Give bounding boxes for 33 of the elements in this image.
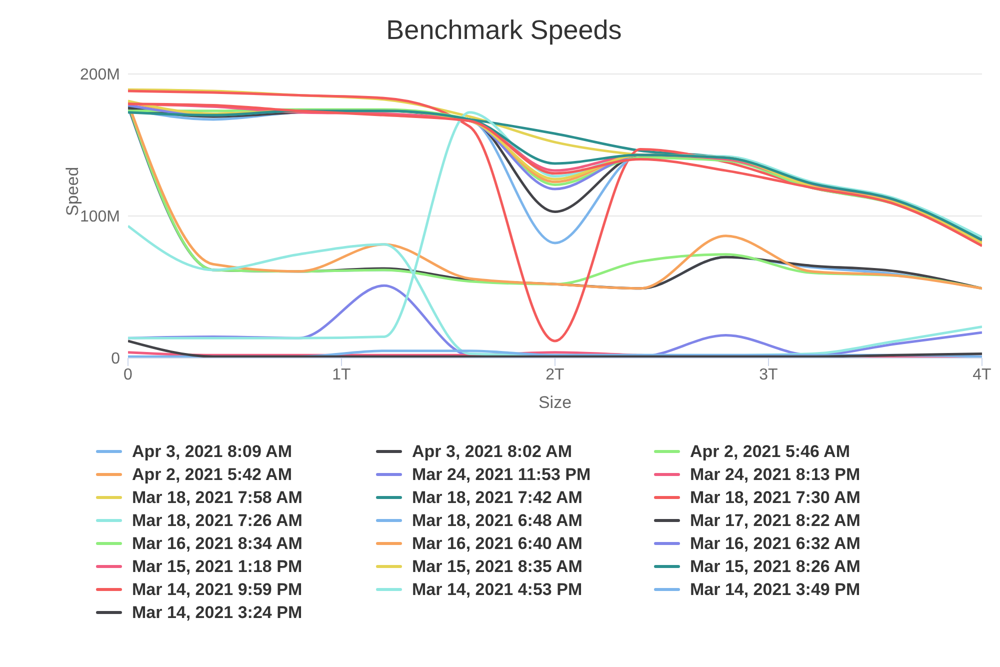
legend-label: Mar 16, 2021 6:40 AM [412,534,582,554]
chart-title: Benchmark Speeds [385,14,623,47]
legend-label: Mar 16, 2021 6:32 AM [690,534,860,554]
y-tick-label: 100M [80,208,120,226]
x-tick-label: 0 [124,366,133,384]
x-tick-label: 2T [546,366,565,384]
legend-label: Mar 14, 2021 3:49 PM [690,580,860,600]
legend-label: Mar 18, 2021 7:30 AM [690,488,860,508]
x-axis-title: Size [538,393,572,412]
legend-label: Mar 18, 2021 7:42 AM [412,488,582,508]
y-tick-label: 200M [80,66,120,84]
legend-label: Mar 15, 2021 8:35 AM [412,556,582,576]
x-tick-label: 1T [332,366,352,384]
legend-label: Mar 16, 2021 8:34 AM [132,534,302,554]
legend-label: Mar 17, 2021 8:22 AM [690,510,860,530]
legend-label: Mar 15, 2021 1:18 PM [132,556,302,576]
legend-label: Apr 3, 2021 8:09 AM [132,442,292,462]
legend-label: Mar 24, 2021 11:53 PM [412,464,591,484]
x-tick-label: 4T [972,366,992,384]
legend-label: Apr 2, 2021 5:42 AM [132,464,292,484]
y-axis-title: Speed [63,166,82,216]
legend-label: Mar 18, 2021 7:26 AM [132,510,302,530]
y-tick-label: 0 [111,350,120,368]
x-tick-label: 3T [759,366,778,384]
legend-label: Mar 14, 2021 9:59 PM [132,580,302,600]
legend-label: Mar 18, 2021 7:58 AM [132,488,302,508]
legend-label: Apr 3, 2021 8:02 AM [412,442,572,462]
legend-label: Mar 15, 2021 8:26 AM [690,556,860,576]
legend-label: Mar 24, 2021 8:13 PM [690,464,860,484]
legend-label: Apr 2, 2021 5:46 AM [690,442,850,462]
legend-label: Mar 18, 2021 6:48 AM [412,510,582,530]
legend-label: Mar 14, 2021 4:53 PM [412,580,582,600]
legend-label: Mar 14, 2021 3:24 PM [132,602,302,622]
